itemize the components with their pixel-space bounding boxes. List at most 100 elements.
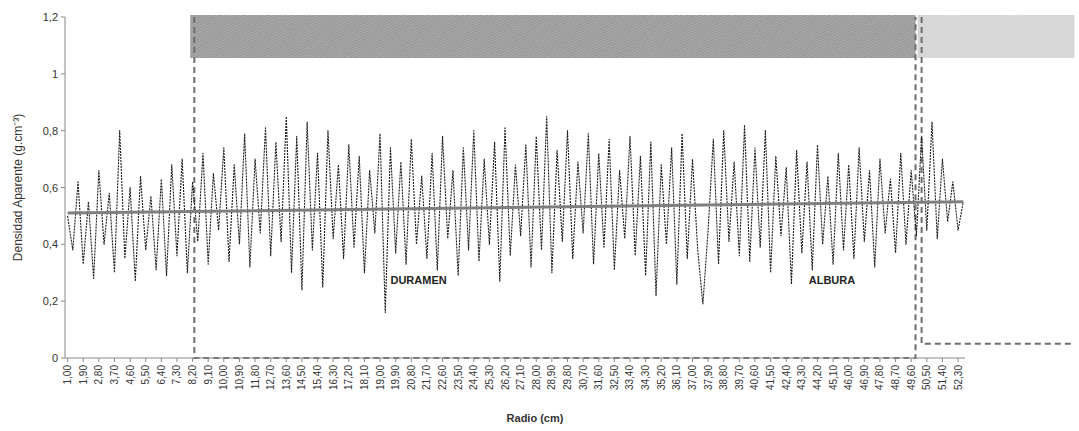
x-tick-label: 41,50 — [765, 365, 776, 390]
zone-outline — [194, 17, 915, 358]
x-tick-label: 15,40 — [312, 365, 323, 390]
x-tick-label: 27,10 — [515, 365, 526, 390]
y-tick — [61, 301, 65, 302]
x-tick-label: 7,30 — [171, 365, 182, 385]
x-tick — [145, 358, 146, 362]
x-tick-label: 45,10 — [828, 365, 839, 390]
x-tick-label: 16,30 — [328, 365, 339, 390]
x-tick — [645, 358, 646, 362]
x-tick — [395, 358, 396, 362]
x-tick-label: 35,20 — [656, 365, 667, 390]
x-tick-label: 46,90 — [859, 365, 870, 390]
x-tick — [333, 358, 334, 362]
x-tick — [723, 358, 724, 362]
x-tick-label: 37,00 — [687, 365, 698, 390]
x-tick — [739, 358, 740, 362]
x-tick-label: 17,20 — [343, 365, 354, 390]
x-tick-label: 22,60 — [437, 365, 448, 390]
x-tick — [473, 358, 474, 362]
wood-strip — [190, 15, 915, 58]
x-tick-label: 40,60 — [749, 365, 760, 390]
y-tick-label: 1 — [52, 68, 58, 80]
x-tick-label: 47,80 — [874, 365, 885, 390]
x-tick-label: 25,30 — [484, 365, 495, 390]
x-axis — [65, 358, 965, 359]
x-tick — [223, 358, 224, 362]
x-tick — [442, 358, 443, 362]
wood-strip — [918, 15, 1075, 58]
x-tick — [754, 358, 755, 362]
x-tick — [520, 358, 521, 362]
x-tick — [817, 358, 818, 362]
x-tick — [942, 358, 943, 362]
x-tick-label: 51,40 — [937, 365, 948, 390]
x-tick — [848, 358, 849, 362]
x-tick-label: 2,80 — [93, 365, 104, 385]
x-tick-label: 10,00 — [218, 365, 229, 390]
x-tick — [161, 358, 162, 362]
x-tick-label: 49,60 — [906, 365, 917, 390]
wood-tone — [190, 15, 915, 58]
x-tick-label: 19,90 — [390, 365, 401, 390]
y-tick — [61, 187, 65, 188]
y-tick — [61, 130, 65, 131]
x-tick-label: 38,80 — [718, 365, 729, 390]
x-tick-label: 8,20 — [187, 365, 198, 385]
x-tick-label: 34,30 — [640, 365, 651, 390]
x-tick-label: 29,80 — [562, 365, 573, 390]
x-tick — [833, 358, 834, 362]
wood-tone — [918, 15, 1075, 58]
y-axis — [65, 17, 66, 358]
x-tick — [770, 358, 771, 362]
annotation: DURAMEN — [390, 274, 446, 286]
x-tick — [380, 358, 381, 362]
x-tick — [317, 358, 318, 362]
x-tick — [536, 358, 537, 362]
x-tick-label: 1,00 — [62, 365, 73, 385]
x-tick — [958, 358, 959, 362]
x-tick-label: 9,10 — [203, 365, 214, 385]
x-tick — [208, 358, 209, 362]
x-tick — [83, 358, 84, 362]
x-tick-label: 48,70 — [890, 365, 901, 390]
y-axis-title: Densidad Aparente (g.cm⁻³) — [11, 114, 25, 261]
x-tick-label: 44,20 — [812, 365, 823, 390]
x-tick-label: 28,90 — [546, 365, 557, 390]
x-tick — [864, 358, 865, 362]
annotation-bg — [388, 273, 448, 287]
x-tick-label: 19,00 — [375, 365, 386, 390]
x-tick — [176, 358, 177, 362]
x-tick-label: 52,30 — [953, 365, 964, 390]
x-tick-label: 11,80 — [250, 365, 261, 390]
x-tick-label: 30,70 — [578, 365, 589, 390]
x-tick-label: 31,60 — [593, 365, 604, 390]
density-line — [68, 116, 964, 312]
x-tick — [426, 358, 427, 362]
x-tick-label: 46,00 — [843, 365, 854, 390]
x-tick — [505, 358, 506, 362]
x-tick — [192, 358, 193, 362]
trend-line — [68, 202, 964, 213]
x-tick-label: 20,80 — [406, 365, 417, 390]
x-tick — [364, 358, 365, 362]
y-tick — [61, 244, 65, 245]
x-tick-label: 5,50 — [140, 365, 151, 385]
x-tick — [458, 358, 459, 362]
annotation: ALBURA — [809, 274, 855, 286]
y-tick-label: 1,2 — [43, 11, 58, 23]
annotation-bg — [807, 273, 857, 287]
x-tick-label: 39,70 — [734, 365, 745, 390]
x-tick-label: 18,10 — [359, 365, 370, 390]
x-tick-label: 36,10 — [671, 365, 682, 390]
x-tick — [239, 358, 240, 362]
x-tick-label: 1,90 — [78, 365, 89, 385]
x-tick — [614, 358, 615, 362]
plot-area — [68, 116, 964, 312]
x-tick-label: 33,40 — [624, 365, 635, 390]
x-tick — [708, 358, 709, 362]
y-tick — [61, 73, 65, 74]
x-tick — [786, 358, 787, 362]
x-tick-label: 13,60 — [281, 365, 292, 390]
x-tick-label: 23,50 — [453, 365, 464, 390]
x-tick — [348, 358, 349, 362]
